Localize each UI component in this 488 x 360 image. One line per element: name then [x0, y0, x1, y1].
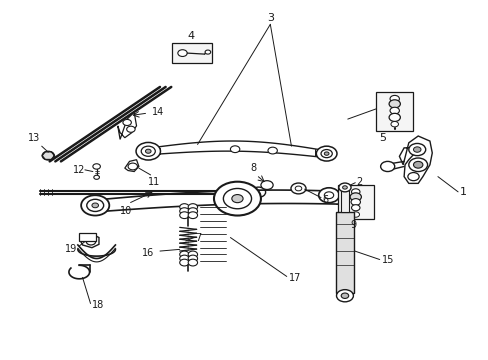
Circle shape [180, 212, 189, 219]
Circle shape [388, 113, 400, 121]
Bar [341, 190, 348, 212]
Circle shape [407, 172, 418, 181]
Circle shape [94, 175, 99, 179]
Circle shape [214, 182, 261, 216]
Text: 11: 11 [148, 177, 160, 186]
Polygon shape [118, 112, 136, 139]
Circle shape [178, 50, 187, 57]
Circle shape [341, 293, 348, 298]
Text: 13: 13 [28, 133, 40, 143]
Circle shape [188, 212, 197, 219]
Text: 14: 14 [151, 107, 163, 117]
Circle shape [349, 193, 361, 201]
Text: 8: 8 [249, 163, 256, 173]
Circle shape [180, 208, 189, 215]
Bar [79, 234, 96, 241]
Circle shape [180, 259, 189, 266]
Circle shape [92, 203, 98, 208]
Text: 1: 1 [459, 187, 466, 197]
Circle shape [351, 205, 359, 211]
Text: 6: 6 [321, 195, 327, 205]
Circle shape [316, 146, 336, 161]
Text: 16: 16 [142, 248, 154, 258]
Circle shape [93, 164, 100, 169]
Circle shape [342, 186, 346, 189]
Bar [335, 212, 353, 293]
Circle shape [81, 195, 109, 216]
Circle shape [324, 192, 333, 199]
Circle shape [86, 238, 96, 245]
Polygon shape [80, 234, 99, 248]
Text: 4: 4 [186, 31, 194, 41]
Circle shape [188, 204, 197, 211]
Polygon shape [399, 136, 431, 183]
Circle shape [324, 152, 328, 155]
Text: 9: 9 [349, 220, 356, 230]
Circle shape [42, 151, 54, 160]
Circle shape [223, 189, 251, 209]
Polygon shape [124, 160, 139, 171]
Text: 19: 19 [64, 244, 77, 255]
Circle shape [180, 204, 189, 211]
Circle shape [295, 186, 301, 191]
Circle shape [413, 147, 420, 152]
Circle shape [408, 158, 427, 171]
Circle shape [86, 199, 103, 211]
Circle shape [390, 121, 398, 127]
Circle shape [351, 189, 359, 195]
Circle shape [188, 251, 197, 258]
Text: 3: 3 [266, 13, 273, 23]
Text: 10: 10 [120, 206, 132, 216]
Circle shape [126, 126, 135, 132]
Text: 2: 2 [355, 177, 362, 187]
Circle shape [351, 212, 359, 217]
Circle shape [336, 290, 353, 302]
Circle shape [180, 255, 189, 262]
Circle shape [350, 199, 360, 205]
Circle shape [380, 161, 394, 171]
Circle shape [408, 143, 425, 156]
Text: 15: 15 [381, 255, 393, 265]
Circle shape [389, 107, 399, 114]
Circle shape [188, 255, 197, 262]
Text: 12: 12 [73, 165, 85, 175]
Circle shape [389, 95, 399, 102]
Circle shape [204, 50, 210, 54]
Circle shape [251, 187, 265, 197]
Circle shape [128, 163, 137, 170]
Circle shape [188, 259, 197, 266]
Circle shape [136, 143, 160, 160]
Circle shape [338, 183, 350, 192]
Circle shape [145, 149, 151, 153]
Circle shape [230, 146, 239, 153]
Circle shape [122, 120, 131, 126]
Circle shape [413, 161, 422, 168]
Circle shape [231, 194, 243, 203]
Circle shape [267, 147, 277, 154]
Bar [171, 43, 211, 63]
Circle shape [261, 181, 273, 189]
Text: 17: 17 [288, 273, 301, 283]
Circle shape [318, 188, 339, 203]
Bar [338, 185, 373, 219]
Circle shape [141, 146, 155, 156]
Bar [375, 92, 413, 131]
Circle shape [180, 251, 189, 258]
Text: 7: 7 [195, 233, 201, 243]
Circle shape [188, 208, 197, 215]
Circle shape [290, 183, 305, 194]
Text: 5: 5 [379, 133, 386, 143]
Circle shape [388, 100, 400, 108]
Circle shape [320, 149, 332, 158]
Text: 18: 18 [92, 300, 104, 310]
